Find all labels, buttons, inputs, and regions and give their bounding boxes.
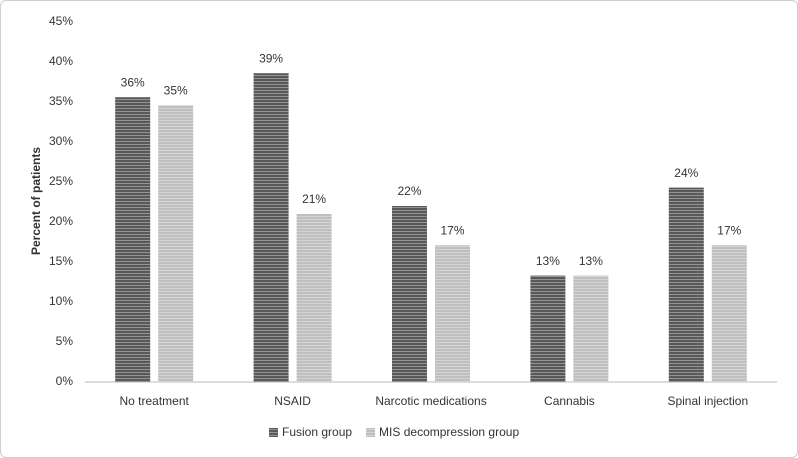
data-label: 35% — [164, 83, 188, 97]
data-label: 17% — [717, 223, 741, 237]
legend-swatch — [366, 428, 376, 437]
x-tick-label: Cannabis — [544, 394, 595, 408]
y-tick-label: 35% — [49, 94, 73, 108]
bar — [158, 105, 194, 382]
y-tick-label: 10% — [49, 294, 73, 308]
bar — [392, 206, 427, 382]
y-tick-label: 20% — [49, 214, 73, 228]
bar — [711, 245, 747, 382]
bar — [530, 275, 566, 382]
bar — [668, 187, 704, 382]
y-tick-label: 45% — [49, 14, 73, 28]
data-label: 24% — [674, 166, 698, 180]
data-label: 39% — [259, 51, 283, 65]
x-tick-label: NSAID — [274, 394, 311, 408]
data-label: 36% — [121, 75, 145, 89]
data-label: 13% — [579, 254, 603, 268]
x-tick-label: Spinal injection — [667, 394, 748, 408]
y-tick-label: 0% — [56, 374, 74, 388]
x-tick-label: Narcotic medications — [375, 394, 486, 408]
bar — [115, 97, 151, 382]
data-label: 22% — [397, 184, 421, 198]
y-tick-label: 15% — [49, 254, 73, 268]
y-axis-label: Percent of patients — [29, 147, 43, 255]
data-label: 17% — [440, 223, 464, 237]
x-tick-label: No treatment — [120, 394, 190, 408]
bar — [296, 214, 332, 382]
bar — [435, 245, 470, 382]
bar — [253, 73, 289, 382]
y-tick-label: 30% — [49, 134, 73, 148]
data-label: 21% — [302, 192, 326, 206]
legend-label: MIS decompression group — [379, 425, 519, 439]
legend-label: Fusion group — [282, 425, 352, 439]
bar — [573, 275, 609, 382]
legend-swatch — [269, 428, 278, 437]
y-tick-label: 25% — [49, 174, 73, 188]
y-tick-label: 5% — [56, 334, 74, 348]
y-tick-label: 40% — [49, 54, 73, 68]
data-label: 13% — [536, 254, 560, 268]
